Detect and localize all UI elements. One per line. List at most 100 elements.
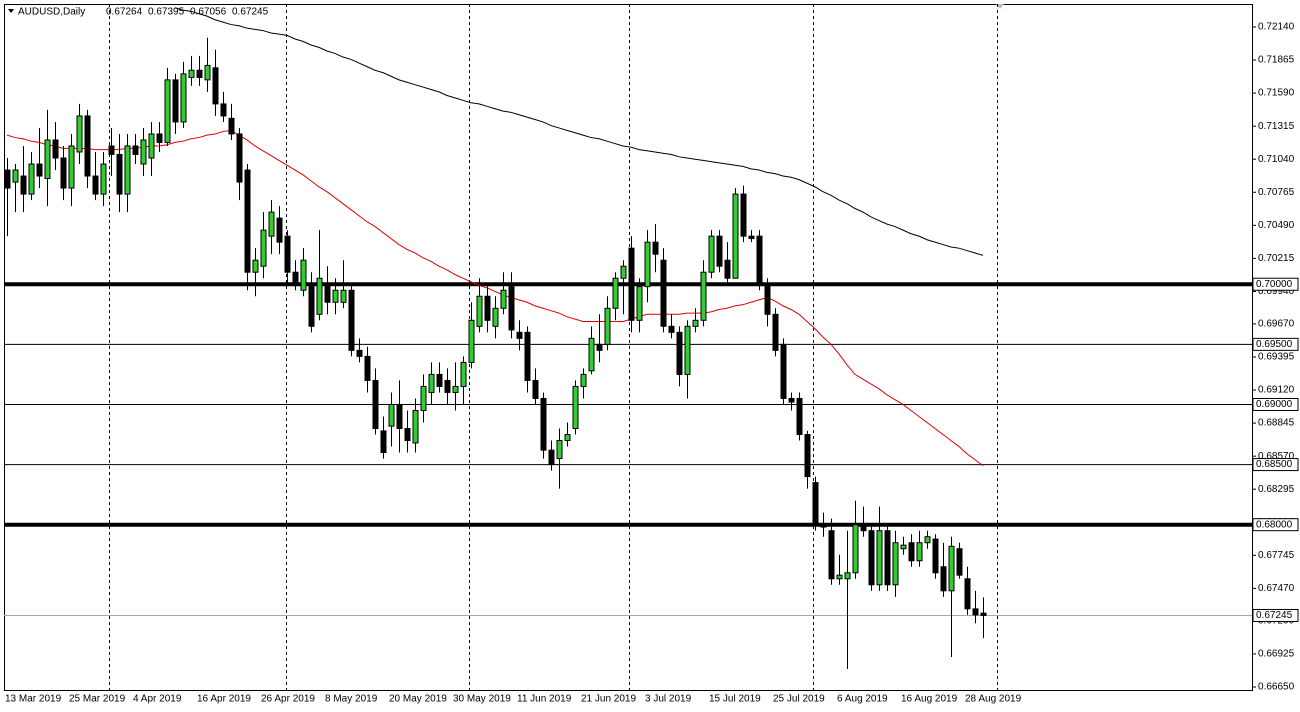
y-tick-label: 0.71040 <box>1258 154 1295 165</box>
candle-body <box>636 286 643 321</box>
candle-body <box>724 259 731 279</box>
candle-body <box>460 361 467 387</box>
x-tick-label: 6 Aug 2019 <box>837 694 888 705</box>
candle-body <box>548 449 555 466</box>
candle-body <box>676 331 683 375</box>
candle-body <box>604 307 611 345</box>
candle-body <box>372 379 379 430</box>
candle-body <box>236 133 243 183</box>
candle-body <box>508 286 515 331</box>
y-tick-label: 0.66925 <box>1258 649 1295 660</box>
y-tick-label: 0.68570 <box>1258 451 1295 462</box>
candle-body <box>412 409 419 444</box>
moving-average <box>6 129 984 467</box>
candle-body <box>980 612 987 616</box>
candle-body <box>700 271 707 321</box>
candle-body <box>684 325 691 375</box>
candle-body <box>812 482 819 526</box>
candle-body <box>332 289 339 303</box>
candle-body <box>388 403 395 427</box>
x-tick-label: 13 Mar 2019 <box>5 694 62 705</box>
candle-body <box>972 608 979 616</box>
y-tick-label: 0.71865 <box>1258 55 1295 66</box>
candle-body <box>924 536 931 544</box>
candle-body <box>484 295 491 321</box>
candle-body <box>956 548 963 576</box>
candle-body <box>732 193 739 279</box>
candle-body <box>964 578 971 610</box>
candle-body <box>836 574 843 580</box>
candle-body <box>588 337 595 372</box>
y-tick-label: 0.69120 <box>1258 385 1295 396</box>
candle-body <box>108 145 115 155</box>
candle-body <box>132 145 139 155</box>
x-tick-label: 26 Apr 2019 <box>261 694 315 705</box>
candle-body <box>396 403 403 430</box>
candle-body <box>940 566 947 592</box>
candle-body <box>900 544 907 550</box>
candle-body <box>468 319 475 363</box>
candle-body <box>356 349 363 357</box>
candle-body <box>124 145 131 195</box>
candle-body <box>764 283 771 315</box>
candle-body <box>324 283 331 303</box>
x-tick-label: 16 Apr 2019 <box>197 694 251 705</box>
y-tick-label: 0.68845 <box>1258 418 1295 429</box>
candle-body <box>316 277 323 315</box>
candle-body <box>252 259 259 273</box>
y-tick-label: 0.67470 <box>1258 583 1295 594</box>
x-tick-label: 11 Jun 2019 <box>517 694 572 705</box>
x-tick-label: 3 Jul 2019 <box>645 694 692 705</box>
candle-body <box>804 434 811 478</box>
candle-body <box>68 145 75 189</box>
candle-body <box>500 289 507 309</box>
candle-body <box>756 235 763 285</box>
candle-body <box>572 385 579 430</box>
candle-body <box>92 175 99 195</box>
candle-body <box>788 397 795 403</box>
price-label: 0.67245 <box>1256 610 1293 621</box>
candle-body <box>156 133 163 143</box>
candle-body <box>884 530 891 586</box>
candle-body <box>308 283 315 327</box>
candle-body <box>844 572 851 580</box>
candle-body <box>348 289 355 351</box>
candle-body <box>668 325 675 333</box>
candle-body <box>84 115 91 177</box>
y-tick-label: 0.71315 <box>1258 121 1295 132</box>
candle-body <box>244 169 251 273</box>
level-label: 0.70000 <box>1256 279 1293 290</box>
y-tick-label: 0.70490 <box>1258 220 1295 231</box>
candle-body <box>692 319 699 327</box>
level-label-box <box>1252 518 1299 532</box>
candle-body <box>12 169 19 183</box>
candle-body <box>292 271 299 285</box>
candle-body <box>796 397 803 436</box>
y-tick-label: 0.70765 <box>1258 187 1295 198</box>
y-tick-label: 0.71590 <box>1258 88 1295 99</box>
level-label: 0.68500 <box>1256 459 1293 470</box>
y-tick-label: 0.69395 <box>1258 352 1295 363</box>
y-tick-label: 0.70215 <box>1258 253 1295 264</box>
y-tick-label: 0.67745 <box>1258 550 1295 561</box>
candle-body <box>516 331 523 339</box>
candle-body <box>708 235 715 273</box>
candle-body <box>172 79 179 123</box>
header-high: 0.67395 <box>148 7 185 18</box>
x-tick-label: 21 Jun 2019 <box>581 694 636 705</box>
candle-body <box>932 538 939 574</box>
candle-body <box>532 379 539 399</box>
plot-frame <box>4 4 1253 691</box>
candle-body <box>612 277 619 309</box>
y-tick-label: 0.68295 <box>1258 484 1295 495</box>
menu-arrow <box>8 9 14 13</box>
candle-body <box>780 343 787 399</box>
candle-body <box>452 385 459 393</box>
candle-body <box>164 79 171 143</box>
candle-body <box>540 397 547 451</box>
candle-body <box>652 241 659 255</box>
candle-body <box>76 115 83 153</box>
candle-body <box>828 530 835 580</box>
